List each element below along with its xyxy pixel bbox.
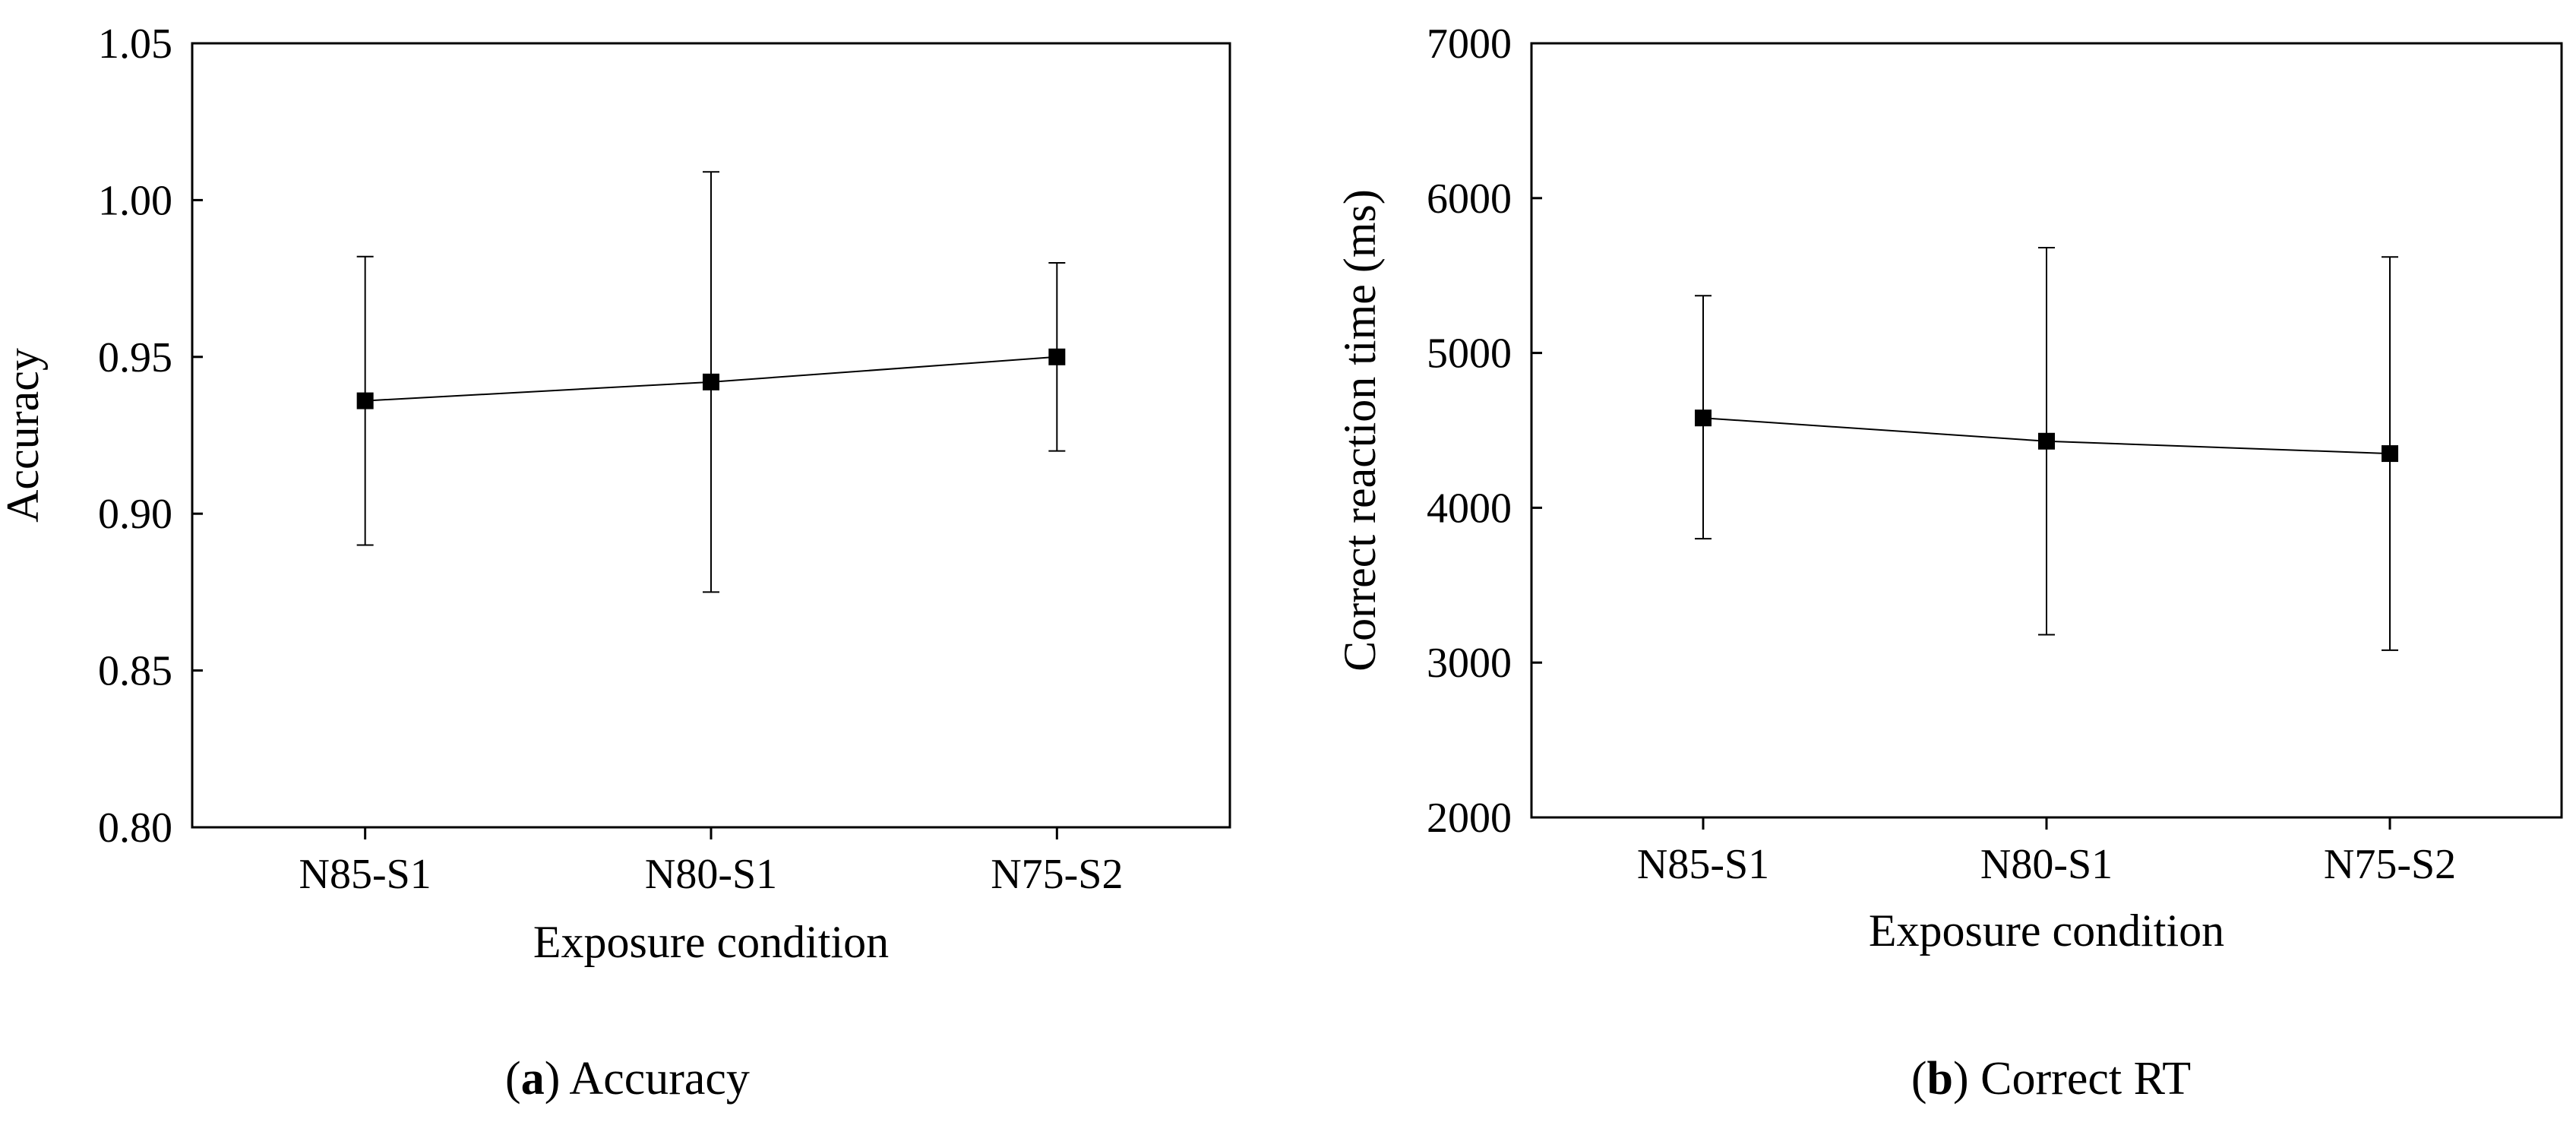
data-point [703,373,719,390]
data-point [1695,409,1712,427]
y-tick-label: 0.90 [98,491,172,538]
x-tick-label: N85-S1 [299,851,431,898]
y-tick-label: 0.85 [98,648,172,695]
y-tick-label: 0.80 [98,805,172,852]
data-point [2038,432,2055,450]
data-point [356,392,374,409]
figure-caption: (b) Correct RT [1911,1053,2191,1105]
y-axis-title: Accuracy [0,348,48,523]
x-axis-title: Exposure condition [1869,906,2224,956]
data-point [1048,348,1066,365]
figure-caption: (a) Accuracy [505,1053,750,1105]
x-tick-label: N85-S1 [1637,841,1769,888]
y-tick-label: 5000 [1427,330,1512,378]
x-axis-title: Exposure condition [533,917,889,967]
data-point [2382,445,2398,463]
y-tick-label: 6000 [1427,175,1512,223]
chart-panel-a: 0.80 0.85 0.90 0.95 1.00 1.05 N85-S1 N80-S1 N75-… [0,21,1231,1105]
y-axis-title: Correct reaction time (ms) [1335,189,1385,672]
y-tick-label: 1.05 [98,21,172,68]
chart-panel-b: 2000 3000 4000 5000 6000 7000 N85-S1 N80-S1 N75-… [1335,21,2563,1105]
x-tick-label: N80-S1 [1980,841,2113,888]
y-tick-label: 2000 [1427,795,1512,842]
y-tick-label: 4000 [1427,485,1512,532]
y-tick-label: 3000 [1427,640,1512,687]
y-tick-label: 1.00 [98,177,172,224]
y-tick-label: 7000 [1427,21,1512,68]
x-tick-label: N75-S2 [2324,841,2456,888]
x-tick-label: N75-S2 [991,851,1123,898]
y-tick-label: 0.95 [98,334,172,381]
x-tick-label: N80-S1 [645,851,777,898]
